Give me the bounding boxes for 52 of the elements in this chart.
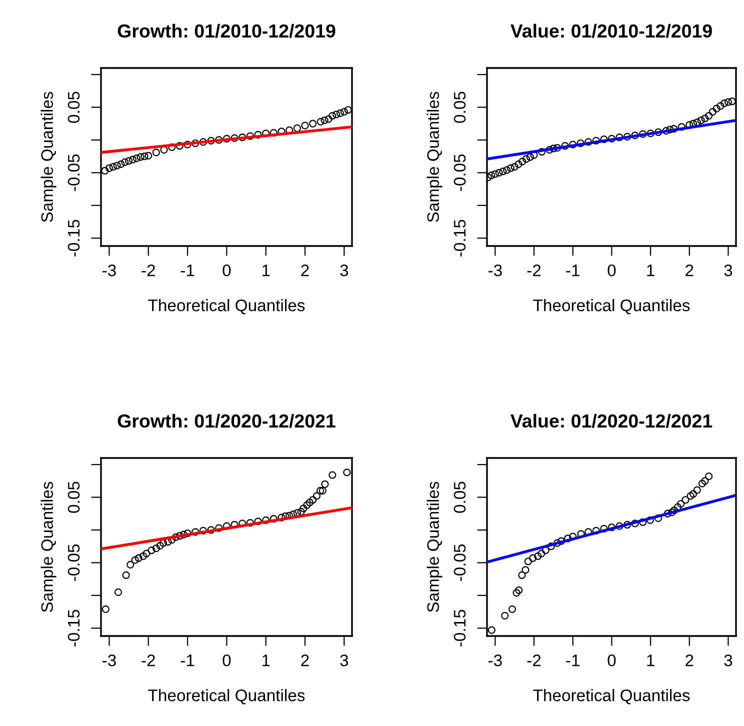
x-tick-label: 3 — [340, 654, 348, 666]
x-tick-label: -1 — [566, 264, 580, 276]
x-tick-label: -2 — [142, 654, 155, 666]
x-tick-label: -3 — [102, 264, 116, 276]
x-tick-label: 2 — [686, 654, 694, 666]
x-tick-label: 2 — [686, 264, 694, 276]
x-tick-label: 0 — [608, 264, 616, 276]
x-tick-label: -1 — [180, 264, 194, 276]
x-tick-label: -2 — [142, 264, 155, 276]
x-tick-label: 0 — [222, 264, 231, 276]
y-tick-label: 0.05 — [454, 92, 466, 123]
x-tick-label: 3 — [724, 654, 732, 666]
x-tick-label: 1 — [647, 654, 654, 666]
y-tick-label: -0.15 — [68, 220, 80, 256]
x-axis-title: Theoretical Quantiles — [533, 689, 690, 704]
y-tick-label: 0.05 — [68, 92, 80, 123]
y-tick-label: -0.15 — [68, 610, 80, 646]
chart-title: Growth: 01/2010-12/2019 — [118, 24, 336, 38]
x-tick-label: 2 — [301, 654, 309, 666]
y-tick-label: -0.15 — [454, 610, 466, 646]
x-tick-label: 1 — [647, 264, 654, 276]
x-tick-label: -3 — [488, 654, 502, 666]
x-tick-label: -3 — [102, 654, 116, 666]
y-axis-title: Sample Quantiles — [40, 92, 56, 222]
x-tick-label: -1 — [180, 654, 194, 666]
y-tick-label: -0.05 — [68, 154, 80, 191]
y-axis-title: Sample Quantiles — [426, 482, 442, 612]
y-tick-label: -0.05 — [454, 154, 466, 191]
x-tick-label: 0 — [608, 654, 616, 666]
x-tick-label: -2 — [527, 264, 541, 276]
chart-title: Growth: 01/2020-12/2021 — [118, 414, 336, 428]
x-tick-label: 3 — [724, 264, 732, 276]
x-axis-title: Theoretical Quantiles — [148, 299, 305, 314]
y-tick-label: 0.05 — [454, 482, 466, 513]
y-axis-title: Sample Quantiles — [426, 92, 442, 222]
x-tick-label: -2 — [527, 654, 541, 666]
y-tick-label: 0.05 — [68, 482, 80, 513]
x-tick-label: 1 — [262, 264, 270, 276]
y-axis-title: Sample Quantiles — [40, 482, 56, 612]
x-tick-label: 2 — [301, 264, 309, 276]
x-tick-label: -1 — [566, 654, 580, 666]
y-tick-label: -0.15 — [454, 220, 466, 256]
x-tick-label: -3 — [488, 264, 502, 276]
chart-title: Value: 01/2020-12/2021 — [510, 414, 712, 428]
x-axis-title: Theoretical Quantiles — [533, 299, 690, 314]
x-tick-label: 0 — [222, 654, 231, 666]
x-axis-title: Theoretical Quantiles — [148, 689, 305, 704]
y-tick-label: -0.05 — [454, 544, 466, 581]
chart-title: Value: 01/2010-12/2019 — [510, 24, 712, 38]
y-tick-label: -0.05 — [68, 544, 80, 581]
x-tick-label: 1 — [262, 654, 270, 666]
x-tick-label: 3 — [340, 264, 348, 276]
